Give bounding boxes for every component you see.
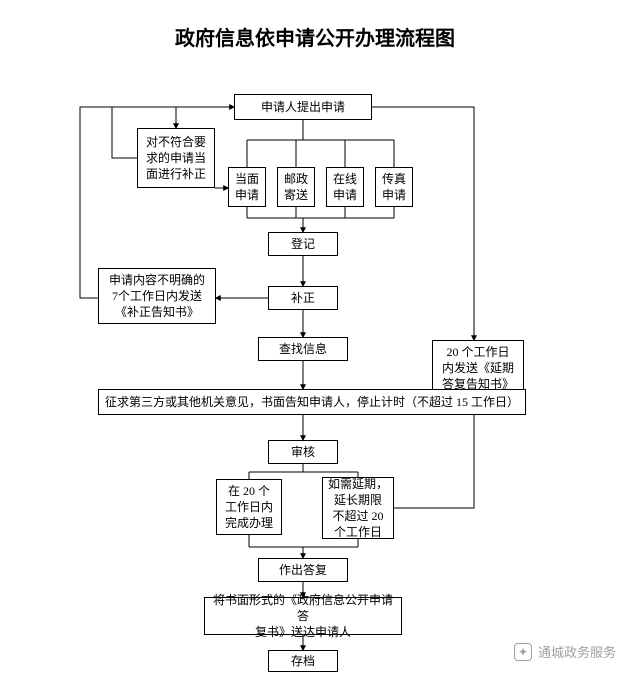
edge-start_to_noncomp <box>176 107 234 128</box>
node-archive: 存档 <box>268 650 338 672</box>
node-ifextend: 如需延期，延长期限不超过 20个工作日 <box>322 477 394 539</box>
node-deliver: 将书面形式的《政府信息公开申请答复书》送达申请人 <box>204 597 402 635</box>
diagram-title: 政府信息依申请公开办理流程图 <box>0 22 630 51</box>
watermark: ✦ 通城政务服务 <box>514 642 616 661</box>
node-unclear: 申请内容不明确的7个工作日内发送《补正告知书》 <box>98 268 216 324</box>
node-correct: 补正 <box>268 286 338 310</box>
node-review: 审核 <box>268 440 338 464</box>
node-register: 登记 <box>268 232 338 256</box>
node-search: 查找信息 <box>258 337 348 361</box>
node-third_party: 征求第三方或其他机关意见，书面告知申请人，停止计时（不超过 15 工作日） <box>98 389 526 415</box>
edge-start_right <box>372 107 474 340</box>
node-start: 申请人提出申请 <box>234 94 372 120</box>
node-ch_mail: 邮政寄送 <box>277 167 315 207</box>
node-ch_inperson: 当面申请 <box>228 167 266 207</box>
node-noncompliant: 对不符合要求的申请当面进行补正 <box>137 128 215 188</box>
node-ch_fax: 传真申请 <box>375 167 413 207</box>
node-ch_online: 在线申请 <box>326 167 364 207</box>
node-extend_note: 20 个工作日内发送《延期答复告知书》 <box>432 340 524 396</box>
node-within20: 在 20 个工作日内完成办理 <box>216 479 282 535</box>
wechat-icon: ✦ <box>514 643 532 661</box>
node-reply: 作出答复 <box>258 558 348 582</box>
watermark-text: 通城政务服务 <box>538 642 616 661</box>
